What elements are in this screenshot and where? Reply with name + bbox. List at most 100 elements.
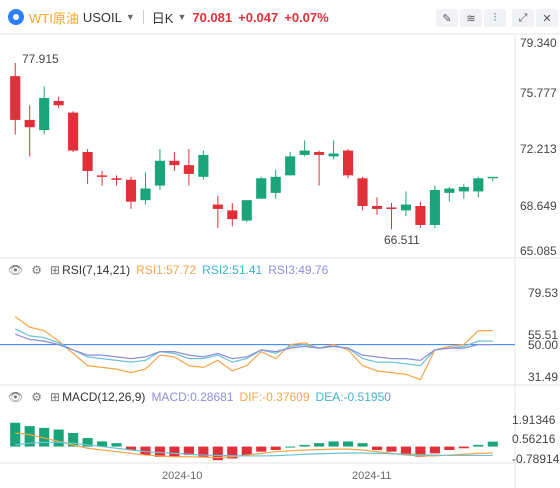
macd-bar (400, 446, 412, 456)
candle-body (111, 178, 122, 180)
candle-body (473, 178, 484, 192)
macd-bar (357, 443, 368, 447)
macd-bar (473, 444, 484, 447)
macd-bar (82, 438, 93, 447)
low-price-label: 66.511 (384, 233, 420, 247)
price-change-pct: +0.07% (284, 9, 329, 25)
rsi-line-rsi1 (14, 316, 493, 381)
candle-body (328, 153, 339, 157)
rsi2-value: RSI2:51.41 (202, 263, 263, 277)
macd-bar (241, 446, 252, 456)
candle-body (10, 76, 21, 120)
gear-icon[interactable]: ⚙ (31, 263, 42, 277)
last-price: 70.081 (192, 9, 233, 25)
rsi3-value: RSI3:49.76 (268, 263, 329, 277)
candle-body (429, 189, 440, 225)
rsi-y-tick: 50.00 (528, 338, 559, 352)
candle-body (386, 207, 397, 209)
candle-body (53, 100, 64, 106)
macd-bar (415, 446, 426, 457)
rsi1-value: RSI1:57.72 (136, 263, 197, 277)
symbol-logo-icon (8, 9, 24, 25)
macd-bar (285, 446, 296, 448)
main-y-tick: 79.340 (520, 36, 557, 50)
expand-icon[interactable]: ⊞ (50, 263, 61, 277)
main-y-tick: 75.777 (520, 86, 557, 100)
macd-bar (96, 441, 108, 447)
macd-bar (169, 446, 180, 457)
macd-line-dif (15, 432, 493, 459)
dea-value: DEA:-0.51950 (315, 390, 391, 404)
gear-icon[interactable]: ⚙ (31, 390, 42, 404)
macd-bar (10, 422, 21, 447)
rsi-y-tick: 31.49 (528, 370, 559, 384)
candle-body (444, 188, 455, 193)
macd-bar (125, 446, 137, 450)
dif-value: DIF:-0.37609 (239, 390, 310, 404)
candle-body (125, 179, 137, 202)
macd-bar (299, 444, 310, 447)
chevron-down-icon[interactable]: ▼ (125, 12, 135, 22)
rsi-y-tick: 55.51 (528, 328, 559, 342)
candle-body (458, 187, 469, 192)
macd-bar (458, 446, 469, 449)
macd-bar (314, 443, 325, 447)
macd-bar (140, 446, 151, 456)
candle-type-icon[interactable]: ⫶ (484, 9, 506, 27)
candle-body (24, 119, 35, 128)
macd-bar (444, 446, 455, 450)
symbol-name[interactable]: WTI原油 (29, 10, 79, 26)
candle-body (256, 178, 267, 199)
fullscreen-icon[interactable]: ⤢ (512, 9, 534, 27)
macd-bar (328, 441, 339, 447)
eye-icon[interactable]: 👁 (8, 390, 24, 404)
close-icon[interactable]: ✕ (536, 9, 558, 27)
indicator-icon[interactable]: ≋ (460, 9, 482, 27)
candle-body (285, 156, 296, 176)
macd-bar (429, 446, 440, 454)
symbol-code[interactable]: USOIL (82, 9, 122, 25)
macd-bar (270, 446, 281, 450)
candle-body (39, 98, 50, 131)
macd-bar (111, 443, 122, 447)
macd-bar (39, 427, 50, 447)
period-chevron-down-icon[interactable]: ▼ (177, 12, 187, 22)
divider (142, 10, 144, 24)
macd-bar (24, 426, 35, 447)
candle-body (342, 150, 354, 176)
candle-body (415, 206, 426, 225)
candle-body (96, 175, 108, 177)
x-axis-label: 2024-11 (352, 470, 392, 482)
macd-bar (371, 446, 383, 450)
macd-y-tick: 1.91346 (512, 413, 556, 427)
macd-bar (227, 446, 238, 459)
macd-bar (386, 446, 397, 452)
rsi-y-tick: 79.53 (528, 286, 559, 300)
candle-body (154, 160, 166, 186)
high-price-label: 77.915 (22, 52, 59, 66)
main-y-tick: 72.213 (520, 142, 557, 156)
candle-body (198, 154, 209, 177)
candle-body (169, 160, 180, 166)
candle-body (357, 178, 368, 207)
candle-body (82, 152, 93, 171)
candle-body (212, 204, 223, 209)
macd-value: MACD:0.28681 (151, 390, 234, 404)
eye-icon[interactable]: 👁 (8, 263, 24, 277)
chart-header: WTI原油 USOIL ▼ 日K ▼ 70.081 +0.047 +0.07% (0, 0, 560, 34)
rsi-header: 👁 ⚙ ⊞ RSI(7,14,21) RSI1:57.72 RSI2:51.41… (0, 263, 328, 277)
x-axis-label: 2024-10 (162, 470, 203, 482)
macd-bar (342, 441, 354, 447)
candle-body (487, 176, 498, 179)
macd-y-tick: 0.56216 (512, 432, 556, 446)
draw-line-icon[interactable]: ✎ (436, 9, 458, 27)
macd-header: 👁 ⚙ ⊞ MACD(12,26,9) MACD:0.28681 DIF:-0.… (0, 390, 391, 404)
main-y-tick: 65.085 (520, 244, 557, 258)
candle-body (400, 204, 412, 211)
expand-icon[interactable]: ⊞ (50, 390, 61, 404)
candle-body (270, 176, 281, 193)
period-selector[interactable]: 日K (151, 10, 174, 26)
macd-bar (256, 446, 267, 452)
macd-bar (68, 432, 79, 447)
